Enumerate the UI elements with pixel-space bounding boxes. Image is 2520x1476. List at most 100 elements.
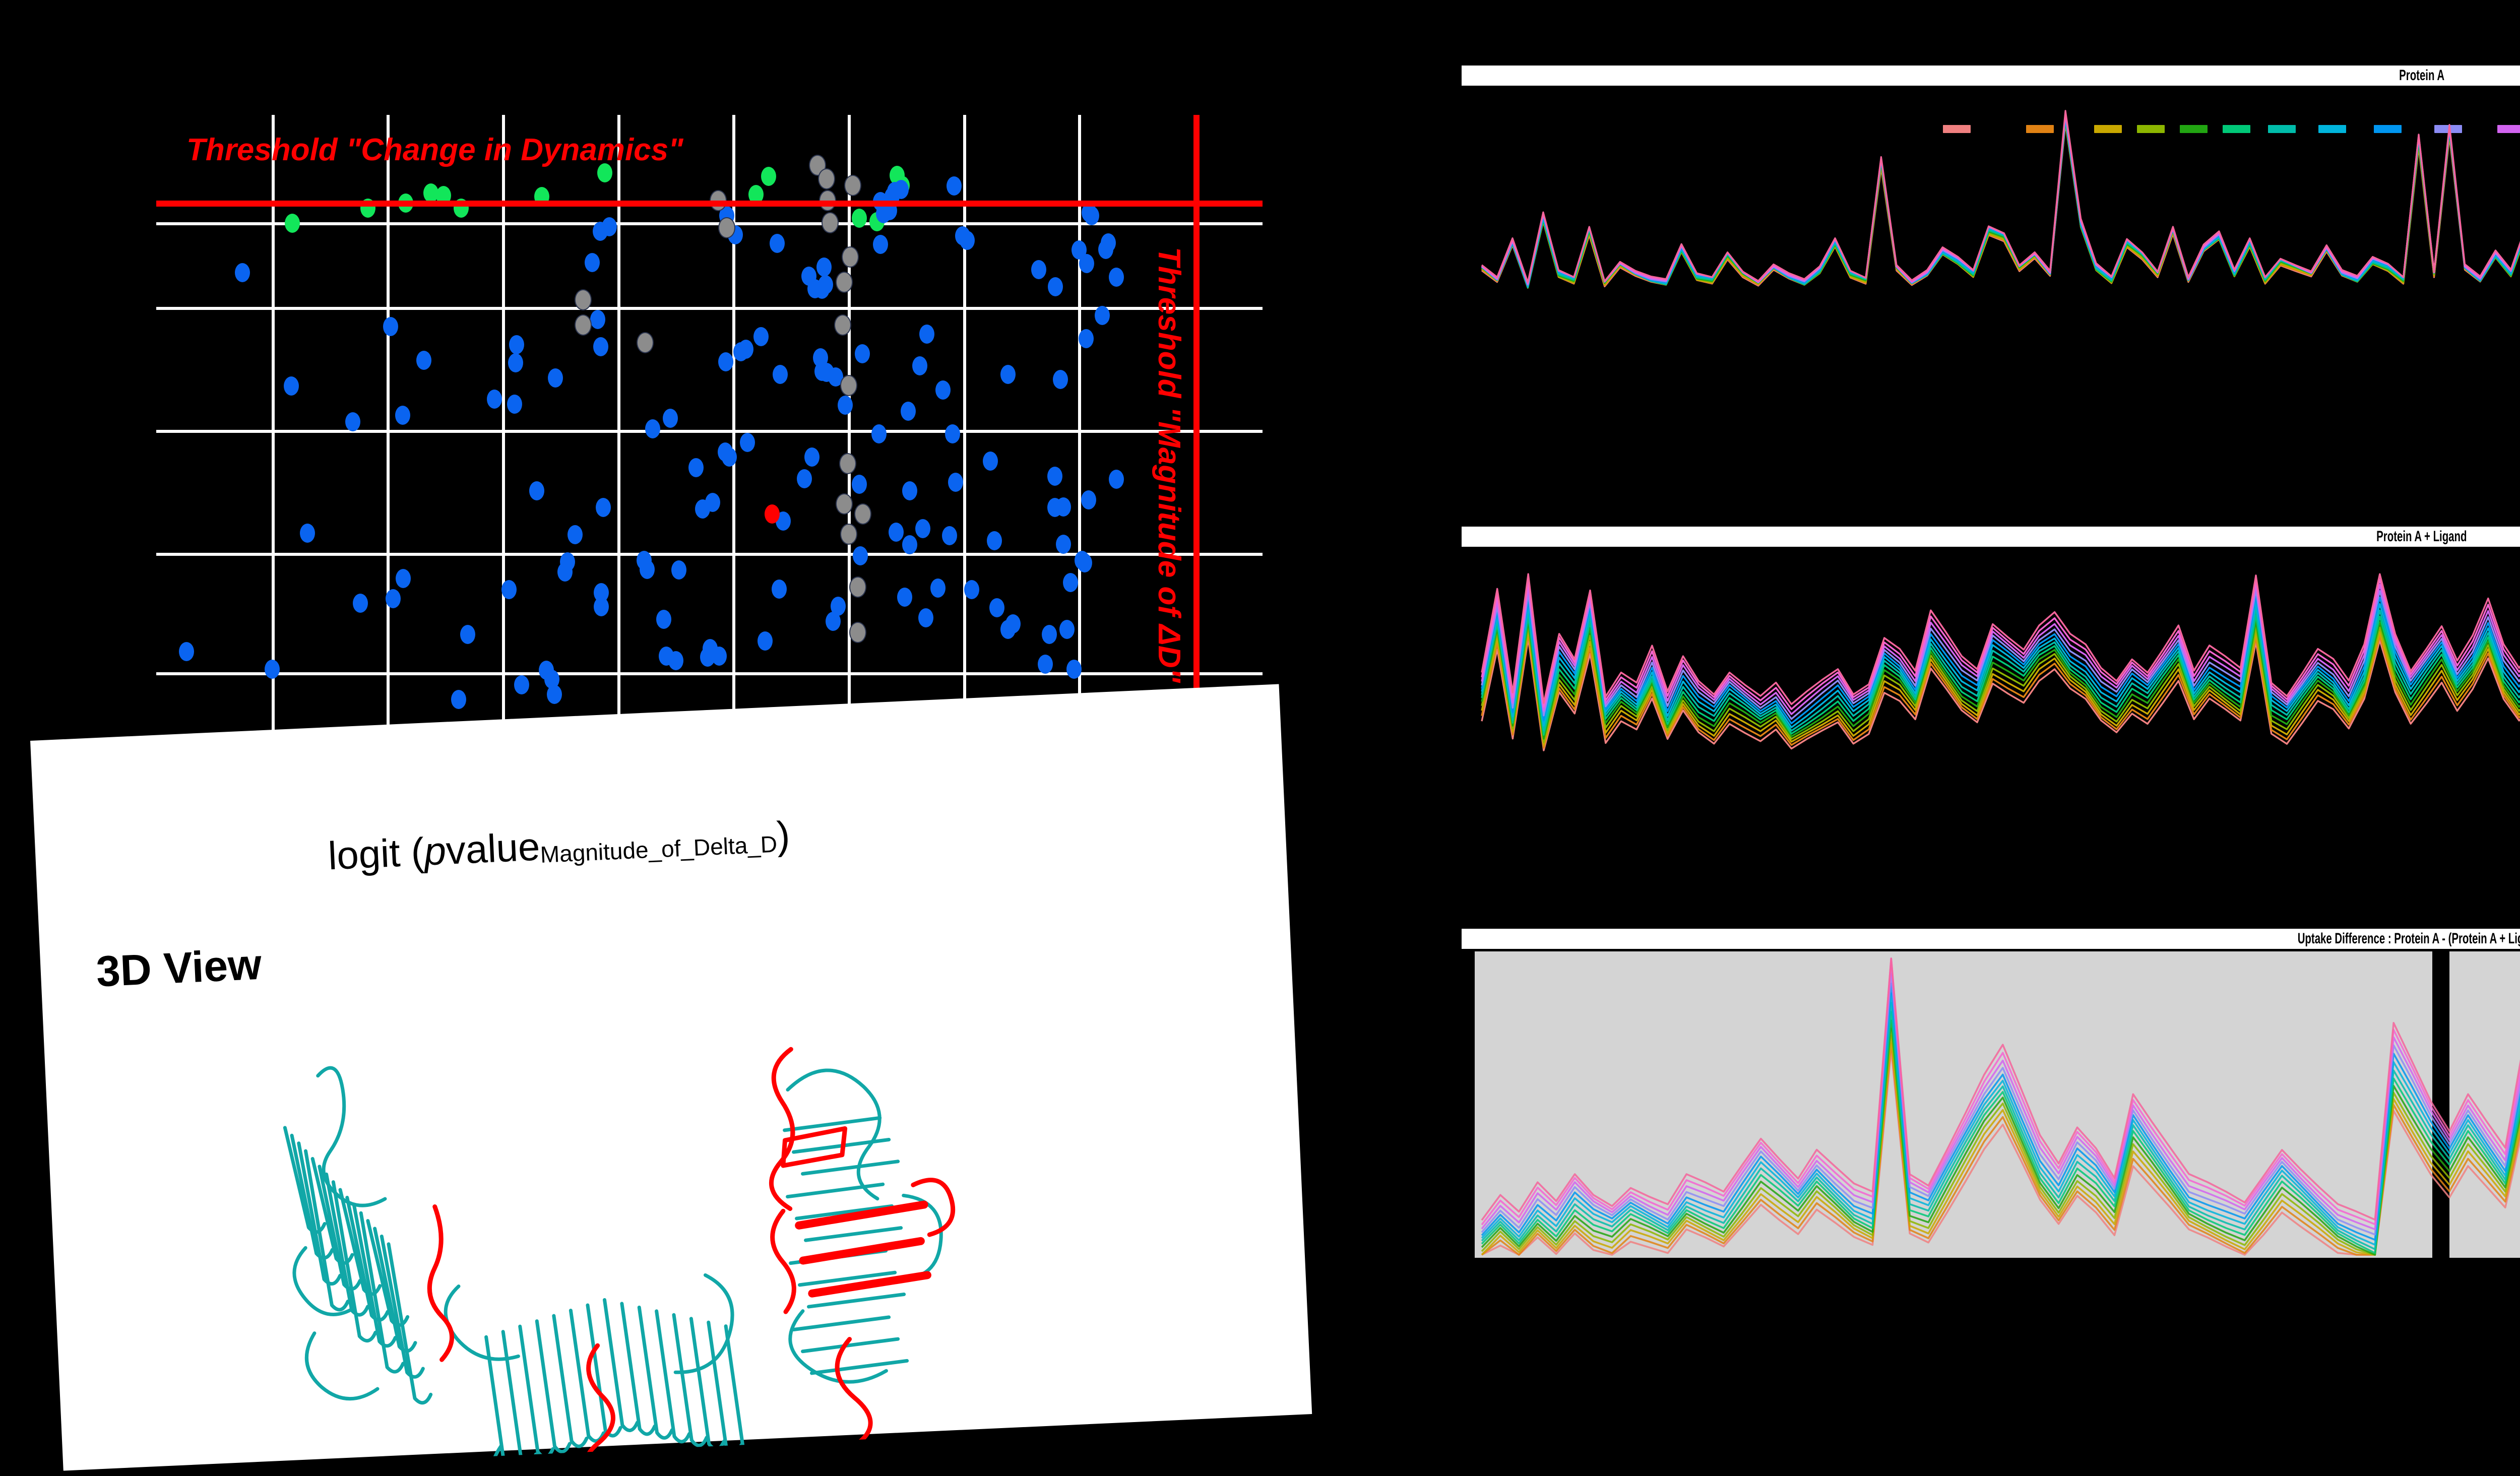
- volcano-point[interactable]: [395, 406, 411, 425]
- volcano-point[interactable]: [942, 526, 958, 545]
- volcano-point[interactable]: [840, 375, 857, 396]
- volcano-point[interactable]: [834, 314, 851, 336]
- volcano-point[interactable]: [662, 408, 678, 428]
- volcano-point[interactable]: [1108, 268, 1124, 287]
- volcano-point[interactable]: [508, 353, 524, 373]
- uptake-chart-protein-a-ligand[interactable]: [1462, 549, 2520, 776]
- legend-swatch[interactable]: [2434, 125, 2462, 133]
- volcano-point[interactable]: [930, 579, 946, 598]
- volcano-point[interactable]: [593, 597, 609, 616]
- legend-swatch[interactable]: [2026, 125, 2054, 133]
- volcano-point[interactable]: [901, 401, 916, 421]
- volcano-point[interactable]: [915, 519, 930, 538]
- volcano-point[interactable]: [1000, 619, 1016, 639]
- volcano-point[interactable]: [509, 335, 525, 355]
- volcano-point[interactable]: [948, 473, 963, 492]
- volcano-point[interactable]: [854, 503, 871, 525]
- volcano-point[interactable]: [902, 481, 918, 501]
- volcano-point[interactable]: [853, 546, 868, 566]
- volcano-point[interactable]: [1000, 364, 1016, 384]
- volcano-point[interactable]: [688, 458, 704, 478]
- volcano-point[interactable]: [852, 475, 867, 494]
- volcano-point[interactable]: [718, 217, 735, 238]
- volcano-point[interactable]: [807, 279, 823, 298]
- volcano-point[interactable]: [894, 180, 909, 199]
- volcano-point[interactable]: [738, 340, 753, 359]
- volcano-point[interactable]: [822, 212, 839, 233]
- volcano-point[interactable]: [501, 580, 517, 599]
- volcano-point[interactable]: [765, 504, 780, 524]
- volcano-point[interactable]: [849, 576, 866, 598]
- volcano-point[interactable]: [1098, 239, 1113, 259]
- volcano-point[interactable]: [235, 263, 250, 282]
- volcano-point[interactable]: [849, 622, 866, 643]
- legend-swatch[interactable]: [2268, 125, 2296, 133]
- volcano-point[interactable]: [1031, 260, 1046, 279]
- legend-swatch[interactable]: [2094, 125, 2122, 133]
- volcano-point[interactable]: [345, 412, 361, 431]
- volcano-point[interactable]: [352, 593, 368, 613]
- volcano-point[interactable]: [1047, 467, 1062, 486]
- volcano-point[interactable]: [575, 314, 592, 336]
- volcano-point[interactable]: [836, 272, 853, 293]
- protein-structure-cartoon[interactable]: [209, 974, 1136, 1468]
- volcano-point[interactable]: [1094, 306, 1110, 325]
- volcano-point[interactable]: [451, 690, 466, 709]
- volcano-point[interactable]: [1052, 369, 1068, 389]
- legend-swatch[interactable]: [1943, 125, 1971, 133]
- volcano-point[interactable]: [1048, 277, 1063, 296]
- volcano-point[interactable]: [772, 579, 787, 599]
- legend-swatch[interactable]: [2223, 125, 2250, 133]
- legend-swatch[interactable]: [2318, 125, 2346, 133]
- volcano-point[interactable]: [796, 469, 812, 489]
- volcano-point[interactable]: [1059, 620, 1075, 639]
- volcano-point[interactable]: [722, 447, 737, 467]
- volcano-point[interactable]: [593, 337, 608, 357]
- volcano-point[interactable]: [300, 524, 315, 543]
- volcano-point[interactable]: [772, 364, 788, 384]
- volcano-point[interactable]: [639, 559, 655, 579]
- volcano-point[interactable]: [982, 451, 998, 471]
- volcano-point[interactable]: [597, 163, 612, 182]
- volcano-point[interactable]: [986, 531, 1002, 550]
- volcano-point[interactable]: [656, 610, 672, 629]
- volcano-point[interactable]: [416, 351, 431, 370]
- volcano-point[interactable]: [1062, 572, 1078, 592]
- volcano-point[interactable]: [1037, 655, 1053, 674]
- volcano-point[interactable]: [897, 588, 912, 607]
- volcano-point[interactable]: [935, 380, 951, 400]
- volcano-point[interactable]: [889, 523, 904, 542]
- volcano-point[interactable]: [637, 332, 654, 353]
- volcano-point[interactable]: [507, 394, 522, 414]
- volcano-point[interactable]: [460, 624, 475, 644]
- volcano-point[interactable]: [487, 390, 502, 409]
- volcano-point[interactable]: [770, 234, 785, 253]
- volcano-point[interactable]: [855, 344, 870, 363]
- legend-swatch[interactable]: [2374, 125, 2402, 133]
- volcano-point[interactable]: [960, 231, 975, 250]
- volcano-point[interactable]: [702, 639, 718, 659]
- volcano-point[interactable]: [596, 497, 611, 517]
- volcano-point[interactable]: [839, 453, 856, 474]
- volcano-point[interactable]: [1078, 329, 1094, 348]
- volcano-point[interactable]: [809, 155, 826, 176]
- volcano-point[interactable]: [919, 324, 934, 344]
- volcano-point[interactable]: [529, 481, 545, 500]
- volcano-point[interactable]: [1075, 550, 1090, 570]
- volcano-point[interactable]: [873, 234, 889, 254]
- volcano-point[interactable]: [818, 168, 835, 189]
- volcano-point[interactable]: [989, 598, 1004, 618]
- volcano-point[interactable]: [804, 447, 820, 467]
- uptake-chart-difference[interactable]: [1462, 951, 2520, 1259]
- volcano-point[interactable]: [1108, 470, 1124, 489]
- volcano-point[interactable]: [1071, 240, 1087, 260]
- volcano-point[interactable]: [944, 424, 960, 443]
- volcano-point[interactable]: [718, 352, 733, 371]
- volcano-point[interactable]: [585, 252, 600, 272]
- legend-swatch[interactable]: [2180, 125, 2208, 133]
- volcano-point[interactable]: [871, 424, 887, 444]
- volcano-point[interactable]: [645, 419, 661, 438]
- volcano-point[interactable]: [947, 176, 962, 196]
- volcano-point[interactable]: [396, 569, 411, 589]
- volcano-point[interactable]: [567, 525, 583, 545]
